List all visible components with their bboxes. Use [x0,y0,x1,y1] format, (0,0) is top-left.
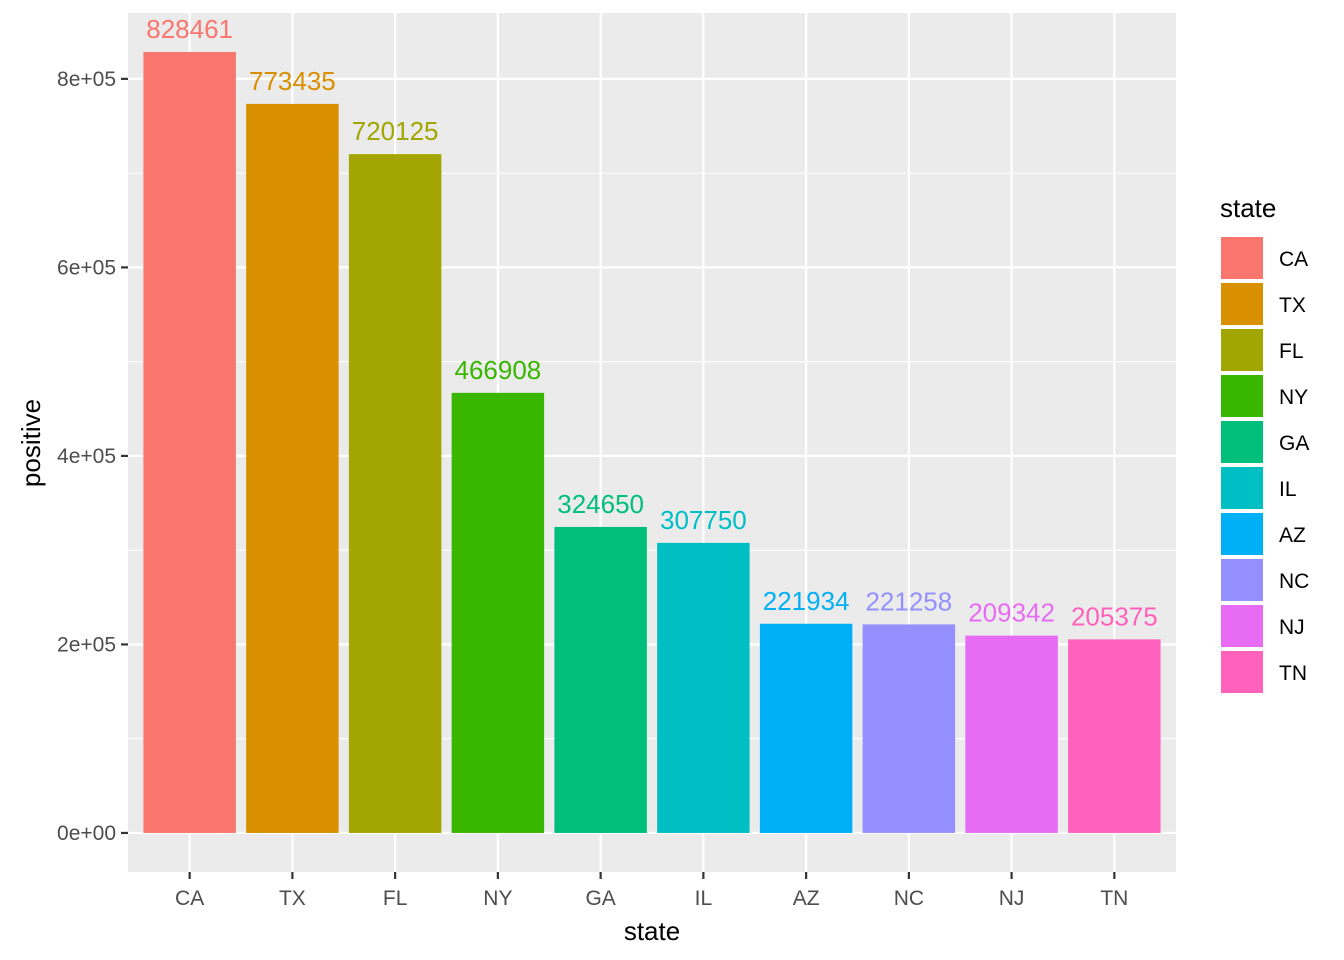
x-tick-label: AZ [793,887,820,910]
x-tick-label: FL [383,887,408,910]
bar-il [657,542,750,833]
legend-label-ca: CA [1279,248,1308,271]
legend-items: CA TX FL NY GA IL AZ NC NJ TN [1219,235,1309,695]
bar-tx [246,103,339,833]
y-tick-label: 6e+05 [57,256,116,279]
x-axis: CA TX FL NY GA IL AZ NC NJ TN [175,872,1128,910]
legend-label-nj: NJ [1279,616,1305,639]
bars [143,52,1161,833]
bar-tn [1068,639,1161,833]
y-axis: 0e+00 2e+05 4e+05 6e+05 8e+05 [57,68,128,845]
legend-key-ny [1219,373,1265,419]
legend-label-ny: NY [1279,386,1308,409]
y-tick-label: 0e+00 [57,822,116,845]
legend-key-fl [1219,327,1265,373]
data-label-az: 221934 [763,586,850,616]
x-axis-title: state [624,916,680,946]
bar-nc [862,624,956,833]
x-tick-label: TX [279,887,306,910]
legend-title: state [1220,193,1276,223]
x-tick-label: TN [1100,887,1128,910]
legend-key-il [1219,465,1265,511]
data-label-ca: 828461 [146,14,233,44]
bar-az [759,623,853,833]
data-label-tn: 205375 [1071,601,1158,631]
x-tick-label: NC [894,887,924,910]
bar-ca [143,52,236,833]
x-tick-label: CA [175,887,204,910]
legend-label-tx: TX [1279,294,1306,317]
legend-key-nc [1219,557,1265,603]
y-axis-title: positive [16,399,46,487]
legend-key-ga [1219,419,1265,465]
data-label-tx: 773435 [249,66,336,96]
bar-nj [965,635,1058,833]
legend-key-ca [1219,235,1265,281]
legend-label-nc: NC [1279,570,1309,593]
legend-label-ga: GA [1279,432,1309,455]
bar-ny [451,392,545,833]
data-label-ga: 324650 [557,489,644,519]
data-labels: 828461 773435 720125 466908 324650 307750 2219… [146,14,1157,631]
data-label-nc: 221258 [865,586,952,616]
data-label-fl: 720125 [352,116,439,146]
x-tick-label: NY [483,887,512,910]
legend: state CA TX FL NY GA IL AZ NC NJ TN [1219,193,1309,695]
bar-ga [554,526,647,833]
legend-key-tx [1219,281,1265,327]
y-tick-label: 2e+05 [57,633,116,656]
bar-fl [348,154,442,833]
legend-label-il: IL [1279,478,1297,501]
legend-key-az [1219,511,1265,557]
legend-label-fl: FL [1279,340,1304,363]
data-label-nj: 209342 [968,598,1055,628]
x-tick-label: NJ [999,887,1025,910]
legend-label-tn: TN [1279,662,1307,685]
y-tick-label: 8e+05 [57,68,116,91]
data-label-ny: 466908 [454,355,541,385]
legend-label-az: AZ [1279,524,1306,547]
legend-key-nj [1219,603,1265,649]
x-tick-label: IL [695,887,713,910]
y-tick-label: 4e+05 [57,445,116,468]
x-tick-label: GA [585,887,615,910]
data-label-il: 307750 [660,505,747,535]
legend-key-tn [1219,649,1265,695]
